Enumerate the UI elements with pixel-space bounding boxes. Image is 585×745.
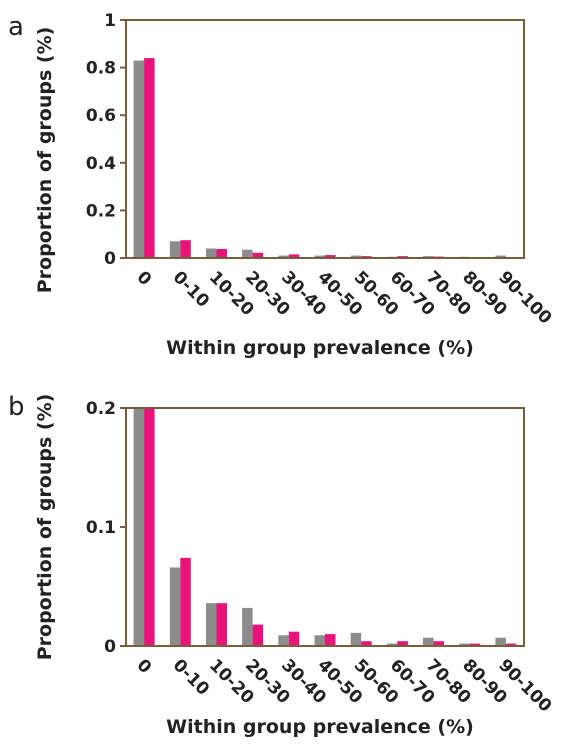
panel-b-bar-s1-40-50 [314, 635, 325, 646]
panel-a-bar-s1-40-50 [314, 255, 325, 258]
panel-a-bar-s1-90-100 [495, 255, 506, 258]
panel-b-letter: b [8, 392, 25, 422]
panel-a-x-category-label: 0 [133, 267, 156, 290]
panel-b-bar-s2-90-100 [505, 643, 517, 646]
panel-b-bar-s2-70-80 [433, 641, 444, 646]
panel-b-x-category-label: 0-10 [169, 655, 213, 699]
panel-b-bar-s2-20-30 [252, 624, 264, 646]
panel-b-x-category-label: 0 [133, 655, 156, 678]
panel-a-bar-s1-10-20 [206, 248, 217, 258]
panel-b-bar-s1-20-30 [242, 607, 253, 646]
panel-b-bar-s1-10-20 [206, 603, 217, 646]
panel-b: b Proportion of groups (%) Within group … [8, 392, 555, 738]
panel-b-bar-s2-50-60 [361, 641, 372, 646]
panel-a-bar-s2-40-50 [325, 255, 336, 258]
panel-b-bar-s1-80-90 [459, 643, 470, 646]
panel-a-y-tick-label: 1 [104, 11, 116, 31]
panel-a: a Proportion of groups (%) Within group … [8, 11, 555, 359]
panel-b-bar-s1-30-40 [278, 635, 289, 646]
panel-a-plot-frame [125, 19, 525, 259]
panel-b-x-axis-title: Within group prevalence (%) [166, 716, 474, 738]
panel-a-bar-s2-10-20 [216, 249, 227, 258]
panel-b-bar-s2-30-40 [288, 631, 300, 646]
panel-a-x-axis-title: Within group prevalence (%) [166, 337, 474, 359]
panel-b-bar-s2-0 [144, 408, 155, 646]
panel-a-bar-s1-50-60 [350, 255, 362, 258]
panel-b-bar-s2-80-90 [469, 643, 481, 646]
panel-b-bar-s1-0 [133, 408, 145, 646]
panel-a-bar-s2-0 [144, 58, 155, 258]
panel-a-letter: a [8, 12, 24, 42]
panel-b-y-tick-label: 0 [104, 637, 116, 657]
panel-b-bar-s1-0-10 [169, 567, 181, 646]
panel-b-bar-s2-60-70 [397, 641, 408, 646]
panel-a-y-tick-label: 0.4 [86, 154, 116, 174]
panel-b-bar-s2-10-20 [216, 603, 227, 646]
panel-b-plot-frame [125, 407, 525, 647]
panel-b-bar-s1-50-60 [350, 632, 362, 646]
panel-b-bar-s1-60-70 [386, 643, 398, 646]
panel-a-y-tick-label: 0.2 [86, 201, 116, 221]
panel-b-bar-s1-90-100 [495, 637, 506, 646]
panel-b-y-axis-title: Proportion of groups (%) [34, 394, 56, 661]
panel-a-bar-s1-20-30 [242, 249, 253, 258]
panel-a-y-tick-label: 0.8 [86, 59, 116, 79]
panel-a-bar-s2-20-30 [252, 252, 264, 258]
panel-a-bar-s1-30-40 [278, 255, 289, 258]
panel-b-y-tick-label: 0.2 [86, 399, 116, 419]
panel-a-x-category-label: 0-10 [169, 267, 213, 311]
panel-a-bar-s2-30-40 [288, 254, 300, 258]
panel-a-y-tick-label: 0.6 [86, 106, 116, 126]
panel-a-bar-s1-0-10 [169, 241, 181, 258]
panel-b-bar-s2-0-10 [180, 557, 191, 646]
panel-a-bar-s2-0-10 [180, 240, 191, 258]
panel-b-y-tick-label: 0.1 [86, 518, 116, 538]
panel-b-bar-s1-70-80 [423, 637, 434, 646]
panel-a-y-tick-label: 0 [104, 249, 116, 269]
panel-b-bar-s2-40-50 [325, 634, 336, 646]
panel-a-bar-s1-0 [133, 60, 145, 258]
panel-a-y-axis-title: Proportion of groups (%) [34, 27, 56, 294]
